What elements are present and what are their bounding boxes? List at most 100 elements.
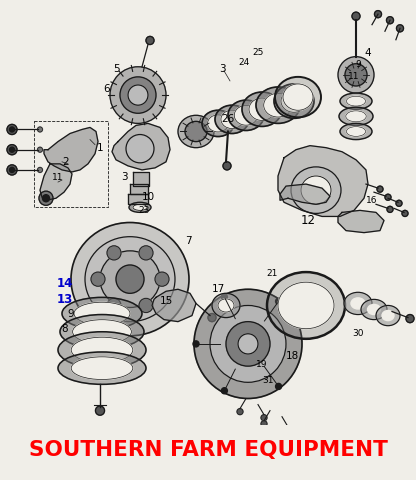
Text: 9: 9 bbox=[68, 309, 74, 319]
Polygon shape bbox=[152, 289, 196, 322]
Circle shape bbox=[37, 147, 42, 152]
Ellipse shape bbox=[242, 92, 282, 126]
Ellipse shape bbox=[71, 223, 189, 336]
Ellipse shape bbox=[361, 300, 387, 320]
Ellipse shape bbox=[301, 176, 331, 204]
Ellipse shape bbox=[178, 115, 214, 148]
Circle shape bbox=[374, 11, 381, 18]
Circle shape bbox=[37, 127, 42, 132]
Ellipse shape bbox=[275, 77, 321, 117]
Circle shape bbox=[10, 127, 15, 132]
Text: 14: 14 bbox=[57, 276, 73, 290]
Circle shape bbox=[107, 246, 121, 260]
Circle shape bbox=[396, 25, 404, 32]
Ellipse shape bbox=[129, 202, 151, 213]
Ellipse shape bbox=[274, 84, 314, 119]
Ellipse shape bbox=[218, 299, 234, 312]
Text: 6: 6 bbox=[104, 84, 110, 94]
Circle shape bbox=[10, 147, 15, 152]
Text: 5: 5 bbox=[114, 64, 120, 74]
Text: 2: 2 bbox=[63, 157, 69, 167]
Text: 3: 3 bbox=[219, 64, 225, 74]
Ellipse shape bbox=[85, 237, 175, 322]
Circle shape bbox=[120, 77, 156, 113]
Circle shape bbox=[238, 334, 258, 354]
Text: 3: 3 bbox=[121, 172, 127, 182]
Ellipse shape bbox=[291, 167, 341, 214]
Ellipse shape bbox=[58, 352, 146, 384]
Circle shape bbox=[385, 194, 391, 200]
Ellipse shape bbox=[215, 105, 249, 133]
Circle shape bbox=[275, 384, 282, 389]
Ellipse shape bbox=[249, 98, 275, 120]
Ellipse shape bbox=[256, 87, 300, 123]
Text: 31: 31 bbox=[262, 376, 274, 385]
Text: 13: 13 bbox=[57, 293, 73, 306]
Circle shape bbox=[139, 246, 153, 260]
Circle shape bbox=[406, 314, 414, 323]
Text: 24: 24 bbox=[238, 58, 250, 67]
Text: 30: 30 bbox=[352, 329, 364, 338]
Circle shape bbox=[37, 168, 42, 172]
Ellipse shape bbox=[221, 110, 243, 129]
Ellipse shape bbox=[234, 106, 258, 125]
Ellipse shape bbox=[74, 302, 130, 325]
Circle shape bbox=[226, 322, 270, 366]
Ellipse shape bbox=[346, 111, 366, 122]
Circle shape bbox=[221, 294, 228, 300]
Ellipse shape bbox=[133, 204, 147, 210]
Text: 23: 23 bbox=[138, 206, 150, 215]
Text: 7: 7 bbox=[185, 236, 191, 246]
Polygon shape bbox=[112, 123, 170, 170]
Ellipse shape bbox=[185, 121, 207, 142]
Circle shape bbox=[91, 272, 105, 286]
Ellipse shape bbox=[347, 96, 366, 106]
Ellipse shape bbox=[347, 127, 366, 136]
Circle shape bbox=[193, 341, 199, 347]
Ellipse shape bbox=[71, 337, 133, 363]
Circle shape bbox=[139, 299, 153, 312]
Circle shape bbox=[261, 415, 267, 421]
Polygon shape bbox=[44, 127, 98, 172]
Text: 15: 15 bbox=[159, 297, 173, 306]
Ellipse shape bbox=[278, 282, 334, 329]
Polygon shape bbox=[40, 164, 72, 200]
Ellipse shape bbox=[267, 272, 345, 339]
Ellipse shape bbox=[212, 293, 240, 318]
Circle shape bbox=[345, 64, 367, 86]
Polygon shape bbox=[128, 194, 148, 204]
Text: 11: 11 bbox=[348, 72, 360, 82]
Text: SOUTHERN FARM EQUIPMENT: SOUTHERN FARM EQUIPMENT bbox=[29, 440, 387, 460]
Ellipse shape bbox=[351, 298, 365, 309]
Circle shape bbox=[146, 36, 154, 45]
Circle shape bbox=[42, 195, 50, 202]
Circle shape bbox=[208, 313, 216, 322]
Circle shape bbox=[116, 265, 144, 293]
Circle shape bbox=[338, 57, 374, 93]
Circle shape bbox=[39, 191, 53, 205]
Text: 4: 4 bbox=[365, 48, 371, 58]
Circle shape bbox=[7, 124, 17, 134]
Circle shape bbox=[285, 427, 291, 433]
Ellipse shape bbox=[382, 311, 394, 321]
Ellipse shape bbox=[344, 292, 372, 314]
Text: 21: 21 bbox=[266, 269, 278, 277]
Ellipse shape bbox=[339, 107, 373, 125]
Ellipse shape bbox=[60, 314, 144, 349]
Text: 8: 8 bbox=[62, 324, 68, 334]
Text: 26: 26 bbox=[221, 114, 235, 124]
Text: 9: 9 bbox=[355, 60, 361, 69]
Text: 19: 19 bbox=[256, 360, 268, 369]
Ellipse shape bbox=[283, 84, 313, 110]
Circle shape bbox=[275, 298, 282, 304]
Text: 1: 1 bbox=[97, 143, 103, 153]
Ellipse shape bbox=[281, 90, 307, 112]
Circle shape bbox=[126, 134, 154, 163]
Ellipse shape bbox=[376, 305, 400, 326]
Circle shape bbox=[352, 12, 360, 20]
Text: 16: 16 bbox=[366, 196, 378, 205]
Ellipse shape bbox=[100, 251, 160, 308]
Circle shape bbox=[128, 85, 148, 105]
Ellipse shape bbox=[264, 93, 292, 117]
Text: 10: 10 bbox=[141, 192, 155, 202]
